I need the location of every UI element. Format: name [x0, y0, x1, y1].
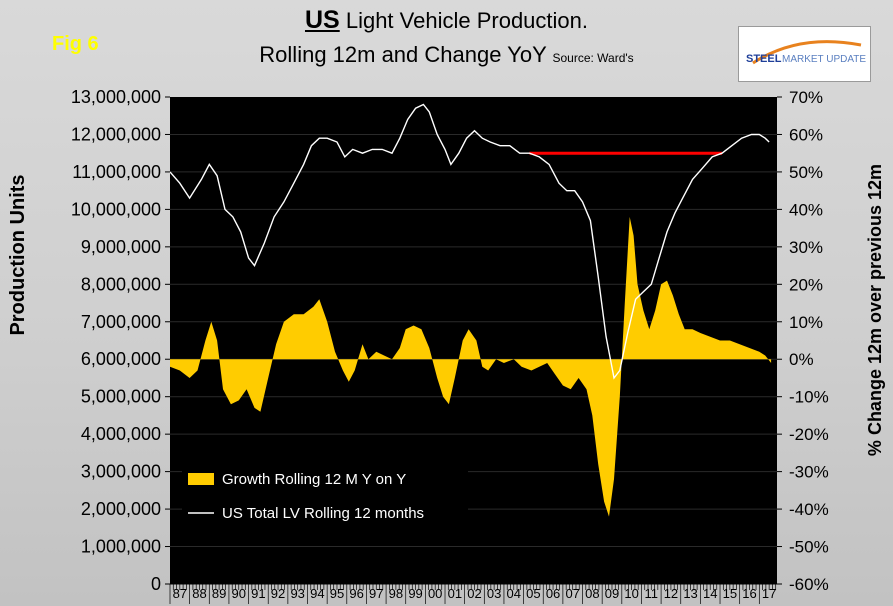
- right-tick-label: -10%: [789, 388, 829, 407]
- source-note: Source: Ward's: [552, 51, 634, 65]
- right-axis-title: % Change 12m over previous 12m: [865, 164, 885, 456]
- left-tick-label: 5,000,000: [81, 387, 161, 407]
- left-tick-label: 10,000,000: [71, 199, 161, 219]
- left-tick-label: 9,000,000: [81, 237, 161, 257]
- left-tick-label: 7,000,000: [81, 312, 161, 332]
- left-tick-label: 2,000,000: [81, 499, 161, 519]
- left-tick-label: 12,000,000: [71, 124, 161, 144]
- right-tick-label: 60%: [789, 125, 823, 144]
- chart-title-line2: Rolling 12m and Change YoY Source: Ward'…: [0, 42, 893, 68]
- left-tick-label: 8,000,000: [81, 274, 161, 294]
- title-rest: Light Vehicle Production.: [339, 8, 588, 33]
- right-tick-label: 30%: [789, 238, 823, 257]
- right-tick-label: -30%: [789, 463, 829, 482]
- right-tick-label: -40%: [789, 500, 829, 519]
- right-tick-label: 70%: [789, 88, 823, 107]
- production-line: [169, 103, 770, 380]
- legend-swatch-growth: [188, 473, 214, 485]
- left-tick-label: 1,000,000: [81, 537, 161, 557]
- left-axis-title: Production Units: [7, 174, 29, 335]
- logo-word-steel: STEEL: [746, 53, 782, 65]
- x-axis-ticks: 87 88 89 90 91 92 93 94 95 96 97 98 99 00 01 02 03 04 05 06…: [169, 583, 777, 604]
- left-tick-label: 3,000,000: [81, 462, 161, 482]
- left-tick-label: 0: [151, 574, 161, 594]
- steel-market-update-logo: STEEL MARKET UPDATE: [738, 26, 871, 82]
- figure-label: Fig 6: [52, 33, 99, 55]
- left-tick-label: 11,000,000: [72, 162, 161, 182]
- right-tick-label: 40%: [789, 200, 823, 219]
- legend-label-growth: Growth Rolling 12 M Y on Y: [222, 471, 406, 488]
- title-subtitle: Rolling 12m and Change YoY: [259, 42, 547, 67]
- right-axis-ticks: -60% -50% -40% -30% -20% -10% 0% 10% 20% 30% 40% 50…: [777, 88, 829, 594]
- right-tick-label: 0%: [789, 350, 814, 369]
- left-tick-label: 6,000,000: [81, 349, 161, 369]
- chart-title-line1: US Light Vehicle Production.: [0, 6, 893, 35]
- title-us: US: [304, 6, 340, 34]
- legend-label-production: US Total LV Rolling 12 months: [222, 505, 424, 522]
- right-tick-label: 50%: [789, 163, 823, 182]
- left-tick-label: 4,000,000: [81, 424, 161, 444]
- legend: Growth Rolling 12 M Y on Y US Total LV R…: [182, 465, 468, 533]
- right-tick-label: 10%: [789, 313, 823, 332]
- right-tick-label: -60%: [789, 575, 829, 594]
- legend-box: [182, 465, 468, 533]
- left-axis-ticks: 0 1,000,000 2,000,000 3,000,000 4,000,000 5,0…: [71, 87, 170, 594]
- logo-word-update: MARKET UPDATE: [782, 54, 866, 65]
- right-tick-label: -50%: [789, 538, 829, 557]
- right-tick-label: 20%: [789, 275, 823, 294]
- left-tick-label: 13,000,000: [71, 87, 161, 107]
- logo-swoosh: [752, 40, 862, 65]
- right-tick-label: -20%: [789, 425, 829, 444]
- logo-graphic: STEEL MARKET UPDATE: [746, 40, 866, 65]
